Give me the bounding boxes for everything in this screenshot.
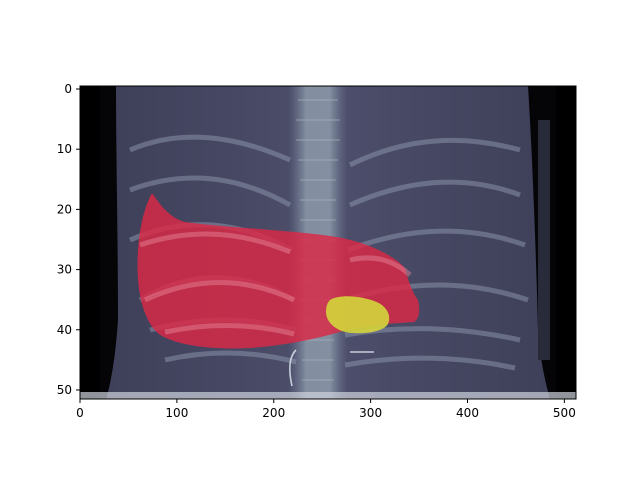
contrast-vessels: [289, 349, 374, 387]
y-tick-label: 50: [57, 383, 72, 397]
x-tick-label: 200: [262, 406, 285, 420]
y-axis: 0 10 20 30 40 50: [57, 82, 80, 397]
y-tick-label: 30: [57, 263, 72, 277]
scanner-table-row: [80, 392, 576, 399]
x-tick-label: 100: [165, 406, 188, 420]
y-tick-label: 20: [57, 202, 72, 216]
y-tick-label: 40: [57, 323, 72, 337]
x-tick-label: 400: [456, 406, 479, 420]
ct-right-skin-band: [538, 120, 550, 360]
tumor-overlay: [326, 296, 390, 334]
y-tick-label: 10: [57, 142, 72, 156]
liver-rib-shadows: [139, 231, 412, 337]
ct-right-margin: [556, 86, 576, 399]
y-tick-label: 0: [64, 82, 72, 96]
x-tick-label: 300: [359, 406, 382, 420]
ct-image: [80, 86, 576, 399]
x-axis: 0 100 200 300 400 500: [76, 399, 576, 420]
ct-left-margin: [80, 86, 100, 399]
x-tick-label: 0: [76, 406, 84, 420]
axes-frame: [79, 85, 577, 400]
x-tick-label: 500: [553, 406, 576, 420]
